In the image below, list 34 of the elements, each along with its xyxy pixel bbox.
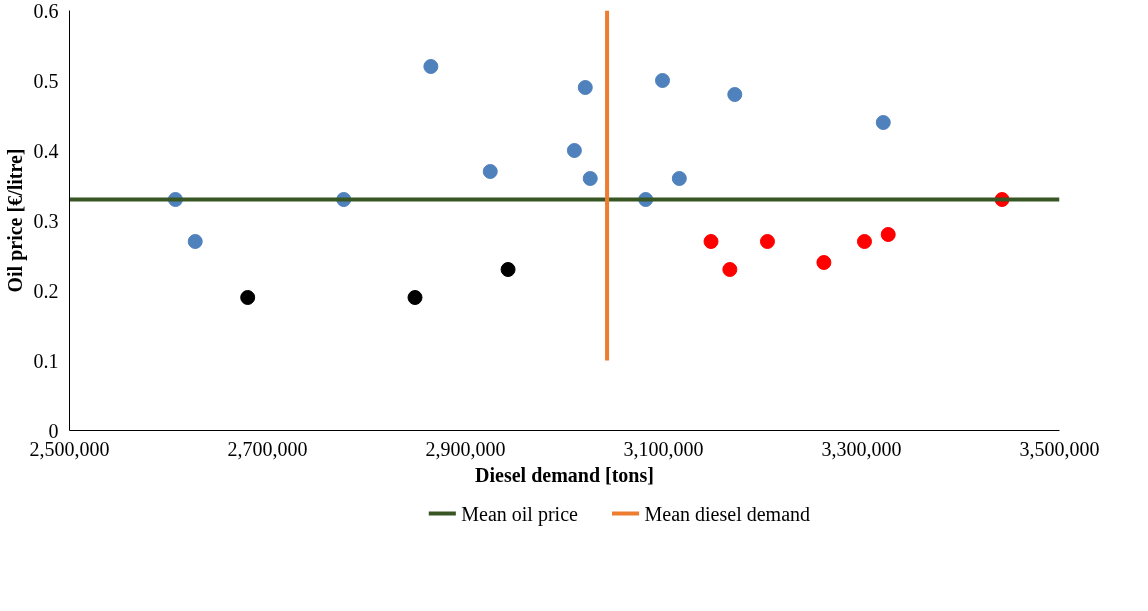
point [671, 171, 687, 186]
x-tick-label: 2,700,000 [227, 437, 308, 460]
x-tick-label: 3,100,000 [623, 437, 704, 460]
y-axis-title: Oil price [€/litre] [3, 148, 27, 293]
y-tick-label: 0.2 [33, 279, 59, 302]
legend-label: Mean oil price [461, 502, 579, 526]
x-tick-label: 3,300,000 [821, 437, 902, 460]
point [577, 80, 593, 95]
x-axis-title: Diesel demand [tons] [475, 463, 654, 486]
point [482, 164, 498, 179]
point [759, 234, 775, 249]
y-tick-label: 0.4 [33, 139, 59, 162]
x-tick-label: 3,500,000 [1019, 437, 1100, 460]
point [856, 234, 872, 249]
point [880, 227, 896, 242]
y-tick-label: 0.6 [33, 0, 59, 22]
point [407, 290, 423, 305]
point [816, 255, 832, 270]
y-tick-label: 0.3 [33, 209, 59, 232]
point [240, 290, 256, 305]
x-tick-label: 2,900,000 [425, 437, 506, 460]
y-tick-label: 0.1 [33, 349, 59, 372]
point [582, 171, 598, 186]
point [727, 87, 743, 102]
point [500, 262, 516, 277]
legend-label: Mean diesel demand [644, 502, 811, 525]
point [875, 115, 891, 130]
point [187, 234, 203, 249]
point [722, 262, 738, 277]
point [566, 143, 582, 158]
y-tick-label: 0.5 [33, 69, 59, 92]
point [655, 73, 671, 88]
point [423, 59, 439, 74]
point [703, 234, 719, 249]
